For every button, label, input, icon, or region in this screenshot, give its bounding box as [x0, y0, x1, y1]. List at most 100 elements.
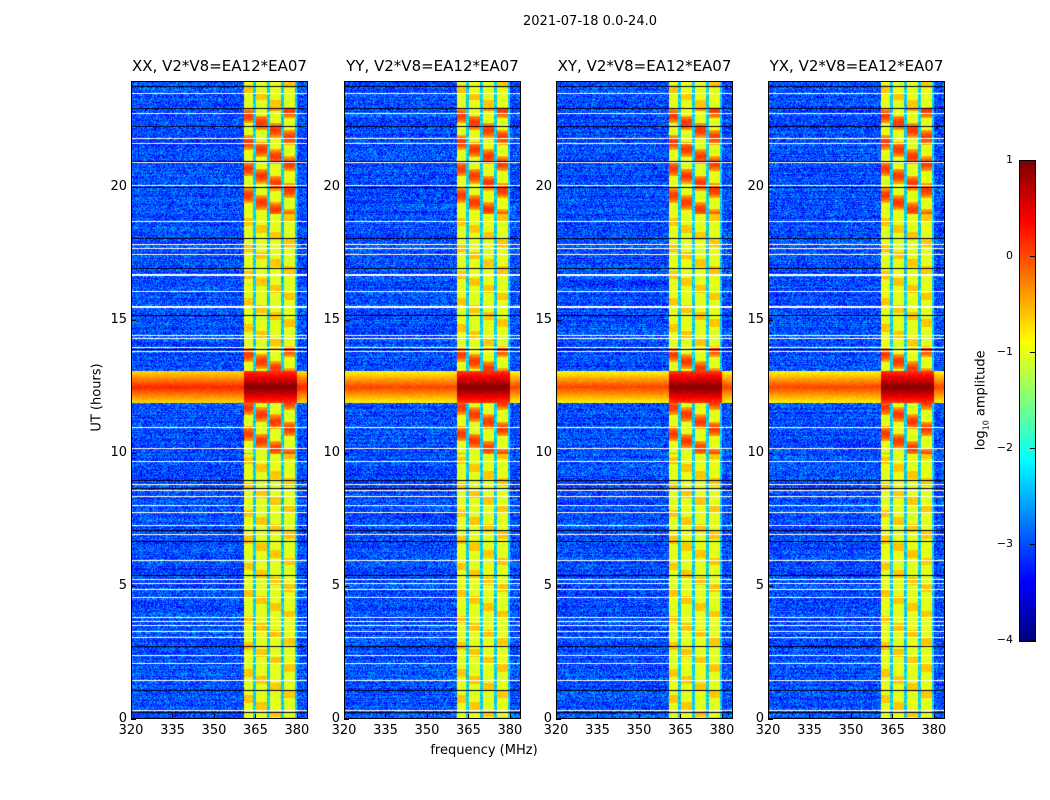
x-tick-label: 380 [284, 723, 310, 738]
x-tick-label: 380 [709, 723, 735, 738]
x-tick-label: 380 [921, 723, 947, 738]
heatmap-yx [768, 81, 945, 719]
x-tick [131, 714, 132, 719]
y-tick-label: 0 [118, 711, 127, 726]
y-tick-label: 5 [118, 578, 127, 594]
x-tick [680, 714, 682, 719]
y-tick-label: 15 [535, 312, 552, 328]
x-tick-label: 320 [331, 723, 357, 738]
y-tick [556, 187, 561, 189]
x-tick-label: 365 [880, 723, 905, 738]
x-tick [850, 714, 852, 719]
y-tick [768, 187, 773, 189]
heatmap-xy [556, 81, 733, 719]
axes-frame [556, 81, 733, 719]
x-tick-label: 365 [668, 723, 693, 738]
colorbar-label-text: amplitude [973, 350, 989, 421]
x-tick-label: 380 [497, 723, 523, 738]
y-tick-label: 0 [543, 711, 552, 726]
y-tick [556, 719, 561, 720]
x-tick-label: 320 [543, 723, 569, 738]
x-tick-label: 350 [414, 723, 440, 738]
x-tick [255, 714, 257, 719]
y-tick-label: 15 [110, 312, 127, 328]
axes-frame [131, 81, 308, 719]
colorbar-tick [1030, 160, 1035, 161]
colorbar-tick-label: 0 [1006, 249, 1013, 262]
y-tick [344, 453, 349, 455]
y-axis-label: UT (hours) [89, 363, 105, 432]
colorbar-tick [1030, 544, 1035, 545]
y-tick [768, 586, 773, 588]
y-tick [344, 586, 349, 588]
figure-title: 2021-07-18 0.0-24.0 [523, 14, 657, 29]
x-tick [426, 714, 428, 719]
panel-title: XY, V2*V8=EA12*EA07 [557, 57, 732, 75]
colorbar-gradient [1020, 161, 1035, 641]
y-tick [556, 453, 561, 455]
y-tick [556, 586, 561, 588]
y-tick [344, 719, 349, 720]
colorbar-tick-label: −1 [996, 345, 1013, 358]
x-tick [172, 714, 174, 719]
x-tick [638, 714, 640, 719]
y-tick-label: 10 [323, 445, 340, 461]
x-tick [597, 714, 599, 719]
y-tick [344, 320, 349, 322]
panel-yy: YY, V2*V8=EA12*EA07 [344, 57, 521, 719]
y-tick-label: 0 [331, 711, 340, 726]
y-tick [768, 320, 773, 322]
x-tick [468, 714, 470, 719]
y-tick [131, 586, 136, 588]
x-tick-label: 350 [201, 723, 227, 738]
colorbar-tick-label: −4 [996, 633, 1013, 646]
x-tick [509, 714, 511, 719]
colorbar-tick-label: −3 [996, 537, 1013, 550]
x-tick-label: 365 [456, 723, 481, 738]
y-tick [344, 187, 349, 189]
x-tick-label: 350 [838, 723, 864, 738]
x-tick [933, 714, 935, 719]
y-tick-label: 20 [110, 179, 127, 195]
y-tick-label: 5 [755, 578, 764, 594]
y-tick [131, 320, 136, 322]
y-tick [131, 719, 136, 720]
y-tick-label: 10 [535, 445, 552, 461]
y-tick-label: 0 [755, 711, 764, 726]
x-tick-label: 335 [585, 723, 610, 738]
axes-frame [344, 81, 521, 719]
panel-title: YY, V2*V8=EA12*EA07 [346, 57, 519, 75]
panel-title: YX, V2*V8=EA12*EA07 [769, 57, 944, 75]
x-tick [892, 714, 894, 719]
x-tick-label: 365 [243, 723, 268, 738]
colorbar-tick-label: −2 [996, 441, 1013, 454]
x-tick-label: 320 [118, 723, 144, 738]
axes-frame [768, 81, 945, 719]
y-tick-label: 15 [323, 312, 340, 328]
y-tick-label: 15 [747, 312, 764, 328]
y-tick-label: 5 [331, 578, 340, 594]
y-tick [131, 187, 136, 189]
x-tick [721, 714, 723, 719]
y-tick-label: 5 [543, 578, 552, 594]
panel-xx: XX, V2*V8=EA12*EA07 [131, 57, 308, 719]
y-tick-label: 20 [323, 179, 340, 195]
colorbar-tick-label: 1 [1006, 153, 1013, 166]
x-tick-label: 320 [755, 723, 781, 738]
colorbar-tick [1030, 448, 1035, 449]
y-tick-label: 20 [747, 179, 764, 195]
colorbar [1019, 160, 1036, 642]
x-tick [768, 714, 769, 719]
x-tick [296, 714, 298, 719]
y-tick-label: 10 [747, 445, 764, 461]
x-tick [344, 714, 345, 719]
panel-title: XX, V2*V8=EA12*EA07 [132, 57, 307, 75]
heatmap-yy [344, 81, 521, 719]
x-tick [385, 714, 387, 719]
x-axis-label: frequency (MHz) [430, 743, 538, 758]
x-tick-label: 335 [797, 723, 822, 738]
y-tick-label: 10 [110, 445, 127, 461]
x-tick [809, 714, 811, 719]
x-tick-label: 335 [160, 723, 185, 738]
